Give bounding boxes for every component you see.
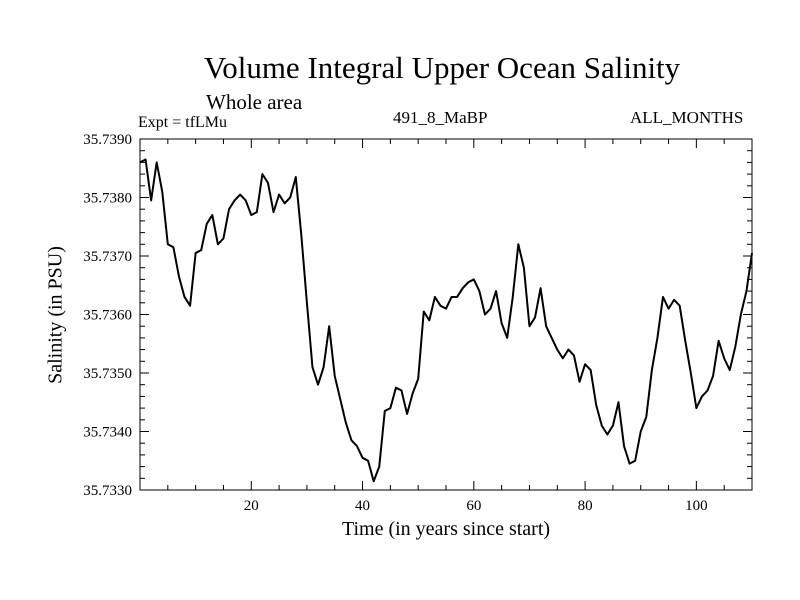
plot-frame [139,138,753,491]
series-line [139,158,753,483]
y-tick-label: 35.7390 [83,132,132,148]
chart-subtitle: Whole area [206,90,303,114]
y-tick-label: 35.7360 [83,308,132,324]
x-tick-label: 80 [578,498,593,514]
chart-title: Volume Integral Upper Ocean Salinity [203,50,681,85]
x-tick-label: 60 [466,498,481,514]
x-axis-label: Time (in years since start) [341,518,551,540]
data-series [139,158,753,483]
x-tick-label: 100 [685,498,708,514]
months-label: ALL_MONTHS [630,108,744,127]
y-tick-label: 35.7350 [83,366,132,382]
run-label: 491_8_MaBP [393,108,488,127]
y-tick-label: 35.7370 [83,249,132,265]
y-tick-label: 35.7380 [83,191,132,207]
axis-ticks: 20 40 60 80 100 35.7330 35.7340 35.7350 35.7360 3… [83,132,752,514]
y-tick-label: 35.7340 [83,425,132,441]
experiment-label: Expt = tfLMu [138,114,228,131]
x-tick-label: 20 [244,498,259,514]
x-tick-label: 40 [355,498,370,514]
y-tick-label: 35.7330 [83,483,132,499]
